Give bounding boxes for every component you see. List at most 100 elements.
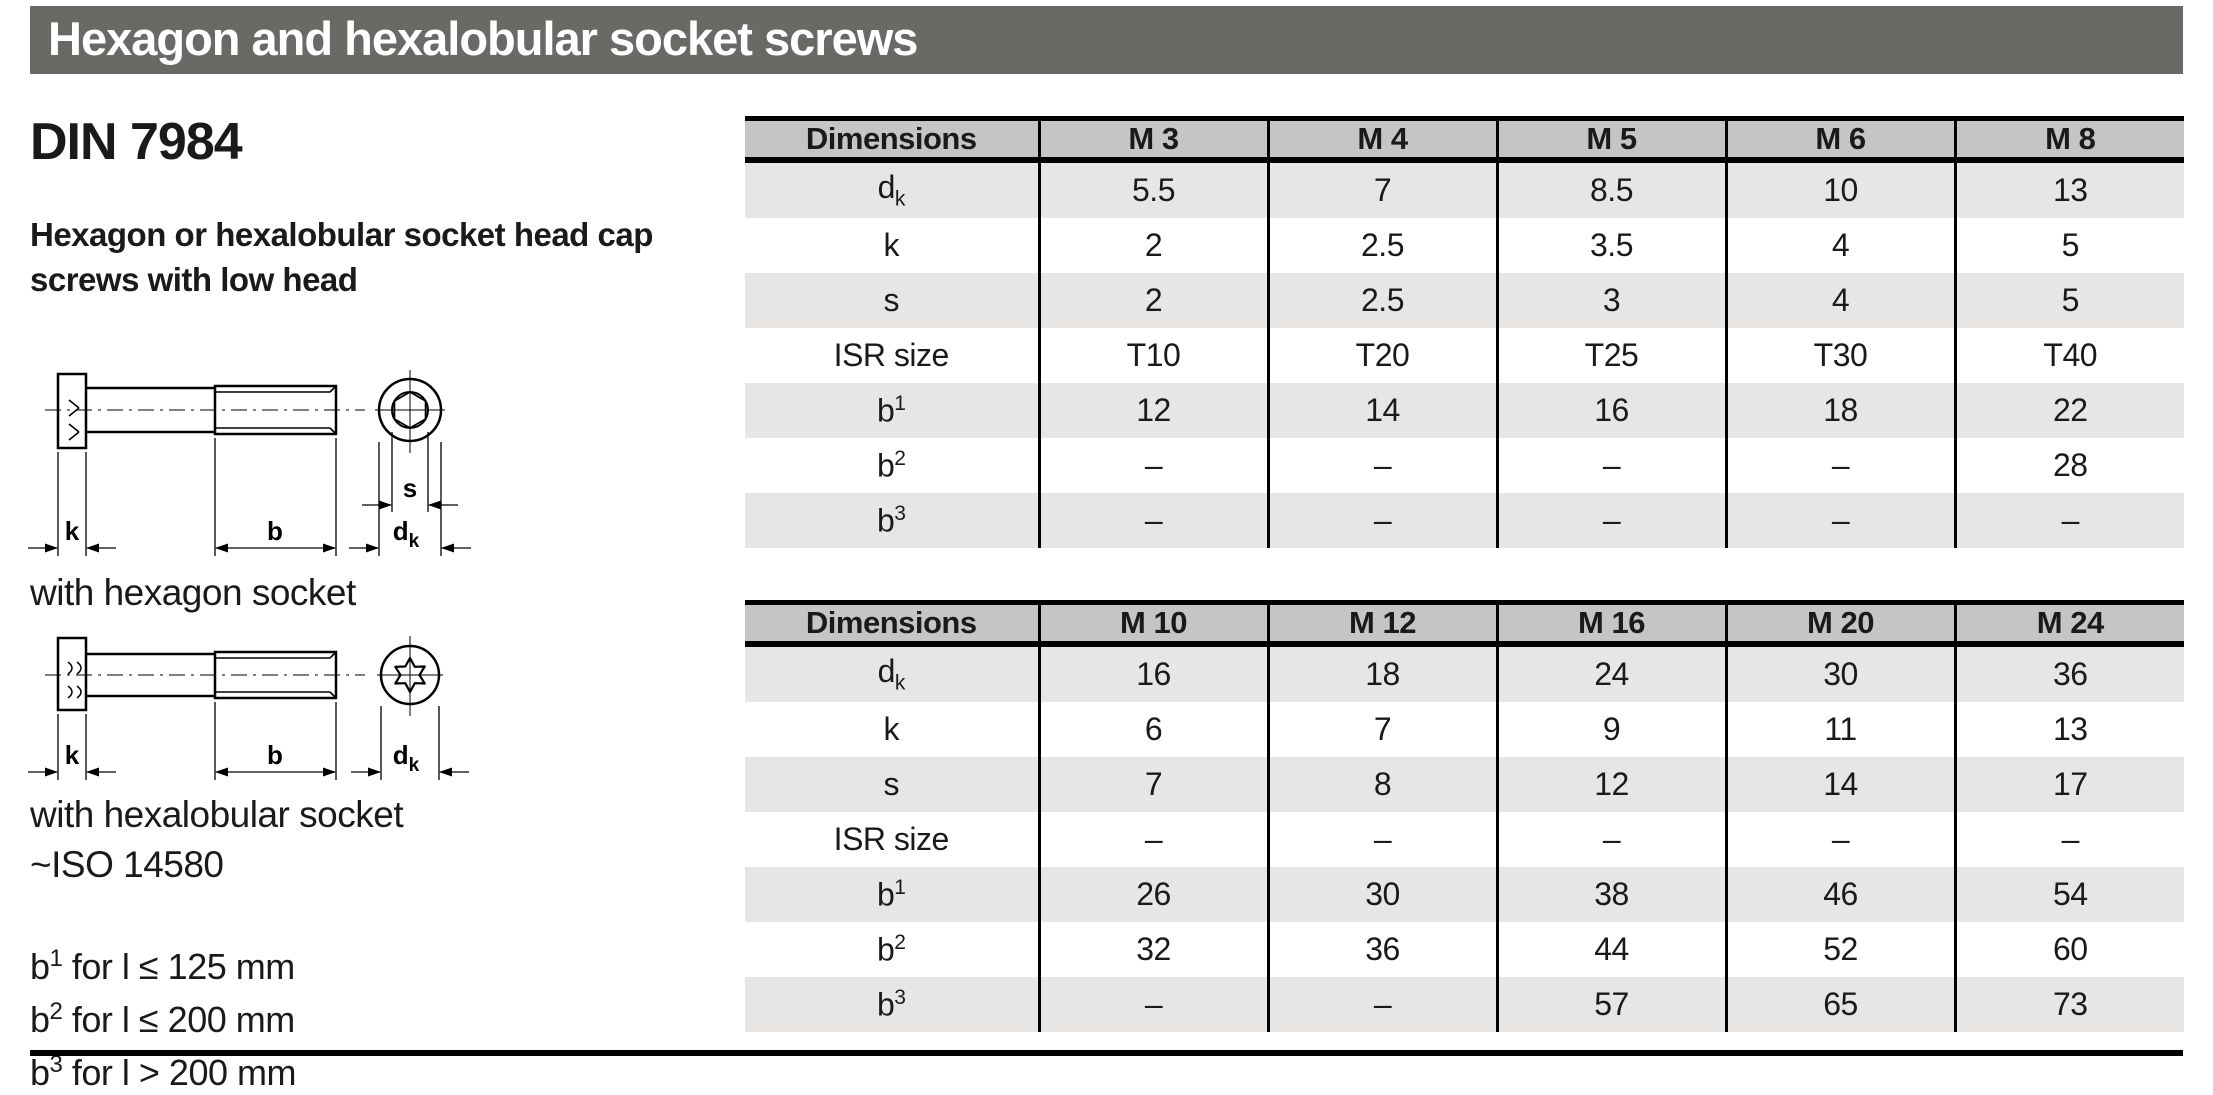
value-cell: 2.5: [1266, 218, 1497, 273]
value-cell: 12: [1037, 383, 1268, 438]
row-label-cell: b3: [745, 493, 1039, 548]
value-cell: 13: [1953, 702, 2184, 757]
value-cell: 38: [1495, 867, 1726, 922]
length-note-line: b1 for l ≤ 125 mm: [30, 945, 295, 987]
value-cell: 14: [1266, 383, 1497, 438]
dim-label-b: b: [267, 740, 283, 770]
value-cell: 30: [1724, 644, 1955, 702]
value-cell: –: [1266, 812, 1497, 867]
value-cell: 30: [1266, 867, 1497, 922]
value-cell: –: [1266, 438, 1497, 493]
value-cell: –: [1724, 812, 1955, 867]
value-cell: 36: [1953, 644, 2184, 702]
value-cell: 28: [1953, 438, 2184, 493]
value-cell: 8: [1266, 757, 1497, 812]
row-label-cell: b2: [877, 930, 906, 968]
dimension-lines: [28, 702, 469, 780]
value-cell: 73: [1953, 977, 2184, 1032]
table-row: ISR size T10 T20 T25 T30 T40: [745, 328, 2184, 383]
value-cell: 2: [1037, 273, 1268, 328]
value-cell: –: [1037, 977, 1268, 1032]
value-cell: 2.5: [1266, 273, 1497, 328]
value-cell: 8.5: [1495, 160, 1726, 218]
value-cell: 26: [1037, 867, 1268, 922]
dim-label-k: k: [65, 740, 80, 770]
value-cell: –: [1266, 977, 1497, 1032]
column-header-size: M 8: [1953, 116, 2184, 163]
value-cell: 16: [1495, 383, 1726, 438]
column-header-size: M 3: [1037, 116, 1268, 163]
caption-hexagon-socket: with hexagon socket: [30, 572, 356, 613]
value-cell: 24: [1495, 644, 1726, 702]
value-cell: 44: [1495, 922, 1726, 977]
column-header-size: M 20: [1724, 600, 1955, 647]
value-cell: 46: [1724, 867, 1955, 922]
value-cell: 3.5: [1495, 218, 1726, 273]
value-cell: 18: [1266, 644, 1497, 702]
table-row: b3– –57 65 73: [745, 977, 2184, 1032]
value-cell: 6: [1037, 702, 1268, 757]
dim-label-k: k: [65, 516, 80, 546]
length-note-line: b2 for l ≤ 200 mm: [30, 998, 295, 1040]
value-cell: 4: [1724, 273, 1955, 328]
value-cell: 65: [1724, 977, 1955, 1032]
value-cell: –: [1495, 438, 1726, 493]
value-cell: T25: [1495, 328, 1726, 383]
value-cell: –: [1037, 493, 1268, 548]
value-cell: –: [1266, 493, 1497, 548]
value-cell: 7: [1266, 160, 1497, 218]
row-label-cell: s: [745, 757, 1039, 812]
value-cell: 32: [1037, 922, 1268, 977]
row-label-cell: dk: [745, 160, 1039, 218]
row-label-cell: b2: [877, 446, 906, 484]
value-cell: T30: [1724, 328, 1955, 383]
column-header-dimensions: Dimensions: [745, 600, 1039, 647]
hexagon-socket-screw-drawing: k b s dk: [28, 370, 471, 556]
spec-table-large-sizes: Dimensions M 10 M 12 M 16 M 20 M 24 dk 16 18 24 30…: [745, 600, 2184, 1032]
hexalobular-socket-end-view: [377, 636, 443, 716]
caption-hexalobular-socket: with hexalobular socket: [30, 794, 404, 835]
value-cell: T40: [1953, 328, 2184, 383]
screw-side-view: [56, 636, 338, 712]
row-label-cell: dk: [745, 644, 1039, 702]
hex-socket-hidden-lines: [68, 399, 80, 441]
length-notes: b1 for l ≤ 125 mm b2 for l ≤ 200 mm b3 for…: [30, 936, 296, 1095]
dim-label-dk: dk: [393, 740, 420, 776]
column-header-size: M 12: [1266, 600, 1497, 647]
value-cell: 16: [1037, 644, 1268, 702]
value-cell: 5: [1953, 218, 2184, 273]
column-header-size: M 5: [1495, 116, 1726, 163]
value-cell: 14: [1724, 757, 1955, 812]
value-cell: 7: [1037, 757, 1268, 812]
row-label-cell: b3: [745, 977, 1039, 1032]
value-cell: 9: [1495, 702, 1726, 757]
value-cell: 57: [1495, 977, 1726, 1032]
caption-iso-standard: ~ISO 14580: [30, 844, 224, 885]
value-cell: 5.5: [1037, 160, 1268, 218]
bottom-rule: [30, 1050, 2183, 1056]
column-header-size: M 24: [1953, 600, 2184, 647]
value-cell: –: [1953, 812, 2184, 867]
page-title-bar: Hexagon and hexalobular socket screws: [30, 6, 2183, 74]
value-cell: 60: [1953, 922, 2184, 977]
table-row: b3– – – – –: [745, 493, 2184, 548]
value-cell: –: [1724, 438, 1955, 493]
value-cell: –: [1953, 493, 2184, 548]
value-cell: –: [1495, 493, 1726, 548]
row-label-cell: ISR size: [833, 337, 950, 373]
table-row: k 2 2.5 3.5 4 5: [745, 218, 2184, 273]
value-cell: 52: [1724, 922, 1955, 977]
hexalobular-socket-screw-drawing: k b dk: [28, 636, 469, 780]
product-description-line2: screws with low head: [30, 261, 358, 298]
din-standard-heading: DIN 7984: [30, 113, 243, 171]
value-cell: –: [1724, 493, 1955, 548]
column-header-dimensions: Dimensions: [745, 116, 1039, 163]
value-cell: 11: [1724, 702, 1955, 757]
dimension-lines: [28, 432, 471, 556]
value-cell: 36: [1266, 922, 1497, 977]
row-label-cell: b1: [745, 867, 1039, 922]
table-row: b2 32 36 44 52 60: [745, 922, 2184, 977]
column-header-size: M 4: [1266, 116, 1497, 163]
